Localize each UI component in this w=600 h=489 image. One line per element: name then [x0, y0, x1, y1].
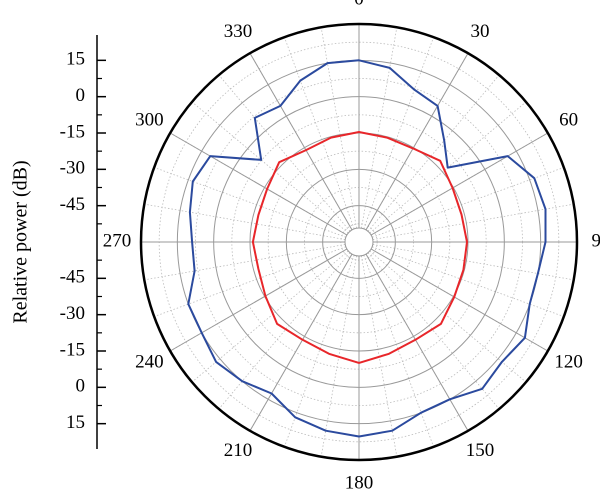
- theta-tick-label: 330: [224, 21, 253, 42]
- y-tick-label: -30: [60, 303, 85, 324]
- y-tick-label: -30: [60, 158, 85, 179]
- minor-spoke: [363, 255, 434, 447]
- minor-spoke: [191, 101, 349, 234]
- grid-spoke: [370, 248, 549, 352]
- theta-tick-label: 90: [592, 230, 600, 251]
- minor-spoke: [320, 27, 357, 229]
- minor-spoke: [372, 203, 574, 240]
- y-tick-label: -15: [60, 339, 85, 360]
- theta-tick-label: 60: [559, 109, 578, 130]
- theta-tick-label: 120: [554, 351, 583, 372]
- theta-tick-label: 0: [354, 0, 364, 9]
- grid-spoke: [370, 132, 549, 236]
- series-line: [251, 131, 468, 364]
- series-line: [187, 59, 547, 438]
- grid-spoke: [249, 253, 353, 432]
- grid-spoke: [169, 132, 348, 236]
- minor-spoke: [284, 255, 355, 447]
- y-tick-label: -45: [60, 194, 85, 215]
- theta-tick-label: 300: [135, 109, 164, 130]
- plot-area: [141, 24, 577, 460]
- minor-spoke: [367, 74, 500, 232]
- minor-spoke: [372, 167, 564, 238]
- y-tick-label: 15: [66, 49, 85, 70]
- grid-spoke: [365, 253, 469, 432]
- y-tick-label: 0: [76, 376, 86, 397]
- minor-spoke: [144, 244, 346, 281]
- theta-tick-label: 30: [471, 21, 490, 42]
- minor-spoke: [154, 167, 346, 238]
- theta-tick-label: 210: [224, 440, 253, 461]
- minor-spoke: [372, 244, 574, 281]
- grid-spoke: [365, 52, 469, 231]
- minor-spoke: [361, 27, 398, 229]
- y-tick-label: -45: [60, 267, 85, 288]
- minor-spoke: [154, 246, 346, 317]
- grid-spoke: [249, 52, 353, 231]
- y-tick-label: -15: [60, 121, 85, 142]
- y-tick-label: 0: [76, 85, 86, 106]
- theta-tick-label: 150: [466, 440, 495, 461]
- minor-spoke: [363, 37, 434, 229]
- theta-tick-label: 180: [345, 472, 374, 489]
- minor-spoke: [144, 203, 346, 240]
- minor-spoke: [191, 250, 349, 383]
- minor-spoke: [218, 252, 351, 410]
- minor-spoke: [367, 252, 500, 410]
- minor-spoke: [369, 250, 527, 383]
- y-tick-label: 15: [66, 412, 85, 433]
- polar-frame: [139, 22, 579, 462]
- minor-spoke: [284, 37, 355, 229]
- minor-spoke: [372, 246, 564, 317]
- y-axis-label: Relative power (dB): [10, 160, 32, 323]
- grid-spoke: [169, 248, 348, 352]
- minor-spoke: [218, 74, 351, 232]
- theta-tick-label: 240: [135, 351, 164, 372]
- theta-tick-label: 270: [103, 230, 132, 251]
